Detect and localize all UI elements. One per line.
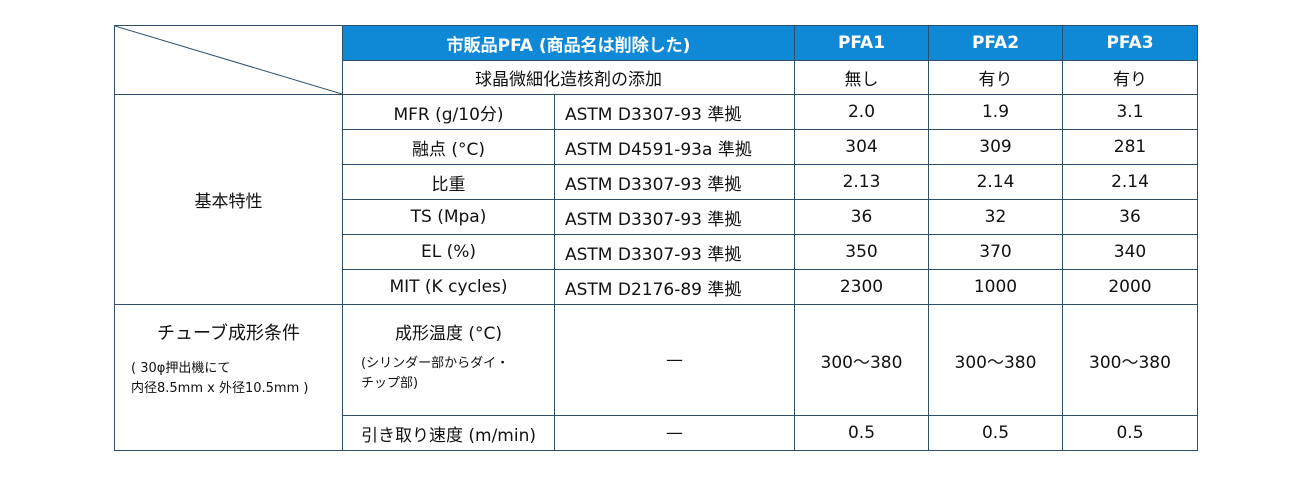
table-row: チューブ成形条件 ( 30φ押出機にて 内径8.5mm x 外径10.5mm )… xyxy=(114,304,1198,451)
property-name: MFR (g/10分) xyxy=(342,94,555,130)
value-cell: 1.9 xyxy=(928,94,1063,130)
test-standard: ASTM D2176-89 準拠 xyxy=(554,269,795,305)
property-sub-label: チップ部) xyxy=(361,376,419,391)
test-standard: ASTM D4591-93a 準拠 xyxy=(554,129,795,165)
product-label: 市販品PFA (商品名は削除した) xyxy=(342,25,795,61)
value-cell: 2.0 xyxy=(794,94,929,130)
value-cell: 0.5 xyxy=(794,415,929,451)
value-cell: 2300 xyxy=(794,269,929,305)
column-header-pfa2: PFA2 xyxy=(928,25,1063,61)
value-cell: 32 xyxy=(928,199,1063,235)
value-cell: 281 xyxy=(1062,129,1198,165)
additive-row: 球晶微細化造核剤の添加 無し 有り 有り xyxy=(115,60,1198,95)
property-name: MIT (K cycles) xyxy=(342,269,555,305)
value-cell: 300〜380 xyxy=(928,304,1063,416)
test-standard: ASTM D3307-93 準拠 xyxy=(554,234,795,270)
property-label: 成形温度 (°C) xyxy=(394,324,503,344)
value-cell: 2.14 xyxy=(1062,164,1198,200)
value-cell: 3.1 xyxy=(1062,94,1198,130)
value-cell: 309 xyxy=(928,129,1063,165)
property-name: 融点 (°C) xyxy=(342,129,555,165)
value-cell: 300〜380 xyxy=(1062,304,1198,416)
table-row: MIT (K cycles) ASTM D2176-89 準拠 2300 100… xyxy=(115,269,1198,305)
additive-value: 有り xyxy=(1062,60,1198,95)
table-row: 基本特性 MFR (g/10分) ASTM D3307-93 準拠 2.0 1.… xyxy=(114,94,1198,305)
table-row: 引き取り速度 (m/min) — 0.5 0.5 0.5 xyxy=(115,415,1198,451)
property-name: TS (Mpa) xyxy=(342,199,555,235)
value-cell: 2.13 xyxy=(794,164,929,200)
column-header-pfa3: PFA3 xyxy=(1062,25,1198,61)
header-row: 市販品PFA (商品名は削除した) PFA1 PFA2 PFA3 xyxy=(114,25,1198,95)
property-name: 成形温度 (°C) (シリンダー部からダイ・ チップ部) xyxy=(342,304,555,416)
value-cell: 2000 xyxy=(1062,269,1198,305)
value-cell: 36 xyxy=(794,199,929,235)
value-cell: 1000 xyxy=(928,269,1063,305)
column-header-pfa1: PFA1 xyxy=(794,25,929,61)
corner-cell xyxy=(114,25,343,95)
test-standard: — xyxy=(554,304,795,416)
table-row: 比重 ASTM D3307-93 準拠 2.13 2.14 2.14 xyxy=(115,164,1198,200)
test-standard: — xyxy=(554,415,795,451)
value-cell: 370 xyxy=(928,234,1063,270)
basic-section-label: 基本特性 xyxy=(114,94,343,305)
diagonal-line xyxy=(115,26,342,94)
tube-section-note: 内径8.5mm x 外径10.5mm ) xyxy=(131,381,309,396)
value-cell: 36 xyxy=(1062,199,1198,235)
property-name: EL (%) xyxy=(342,234,555,270)
value-cell: 340 xyxy=(1062,234,1198,270)
tube-section-title: チューブ成形条件 xyxy=(157,323,300,344)
table-row: TS (Mpa) ASTM D3307-93 準拠 36 32 36 xyxy=(115,199,1198,235)
value-cell: 350 xyxy=(794,234,929,270)
tube-section-note: ( 30φ押出機にて xyxy=(131,361,231,376)
value-cell: 304 xyxy=(794,129,929,165)
test-standard: ASTM D3307-93 準拠 xyxy=(554,94,795,130)
table-row: 融点 (°C) ASTM D4591-93a 準拠 304 309 281 xyxy=(115,129,1198,165)
additive-value: 無し xyxy=(794,60,929,95)
additive-value: 有り xyxy=(928,60,1063,95)
value-cell: 2.14 xyxy=(928,164,1063,200)
property-name: 引き取り速度 (m/min) xyxy=(342,415,555,451)
test-standard: ASTM D3307-93 準拠 xyxy=(554,199,795,235)
additive-label: 球晶微細化造核剤の添加 xyxy=(342,60,795,95)
tube-section-label: チューブ成形条件 ( 30φ押出機にて 内径8.5mm x 外径10.5mm ) xyxy=(114,304,343,451)
value-cell: 0.5 xyxy=(1062,415,1198,451)
pfa-properties-table: 市販品PFA (商品名は削除した) PFA1 PFA2 PFA3 球晶微細化造核… xyxy=(114,25,1198,451)
value-cell: 0.5 xyxy=(928,415,1063,451)
test-standard: ASTM D3307-93 準拠 xyxy=(554,164,795,200)
table-row: EL (%) ASTM D3307-93 準拠 350 370 340 xyxy=(115,234,1198,270)
property-sub-label: (シリンダー部からダイ・ xyxy=(361,356,510,371)
value-cell: 300〜380 xyxy=(794,304,929,416)
property-name: 比重 xyxy=(342,164,555,200)
